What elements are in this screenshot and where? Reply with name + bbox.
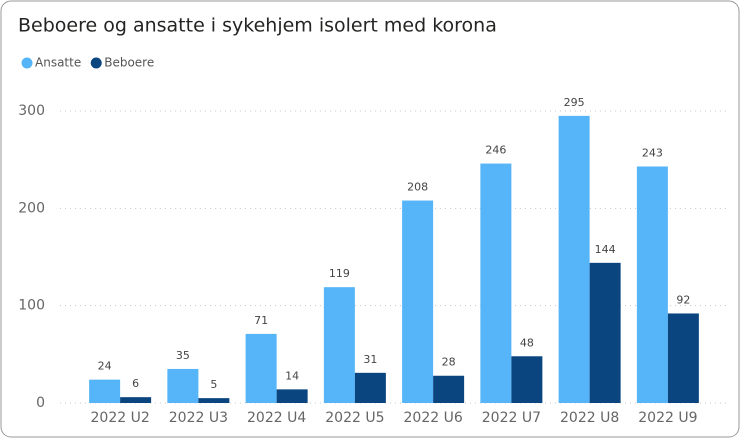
bar xyxy=(511,356,543,403)
bar xyxy=(354,372,386,403)
legend-swatch xyxy=(90,57,102,69)
bar xyxy=(402,200,434,403)
x-tick-label: 2022 U5 xyxy=(325,410,384,426)
bar xyxy=(245,333,277,403)
data-label: 295 xyxy=(564,96,585,109)
chart-title: Beboere og ansatte i sykehjem isolert me… xyxy=(18,15,497,37)
bar xyxy=(667,313,699,403)
bar xyxy=(276,389,308,403)
x-tick-label: 2022 U7 xyxy=(482,410,541,426)
bar xyxy=(558,115,590,403)
y-tick-label: 0 xyxy=(36,395,45,411)
data-label: 119 xyxy=(329,267,350,280)
data-label: 31 xyxy=(363,353,377,366)
bar xyxy=(198,398,230,403)
x-tick-label: 2022 U9 xyxy=(638,410,697,426)
bar xyxy=(323,287,355,403)
x-tick-label: 2022 U8 xyxy=(560,410,619,426)
data-label: 243 xyxy=(642,146,663,159)
data-label: 35 xyxy=(176,349,190,362)
bar xyxy=(120,397,152,403)
y-tick-label: 100 xyxy=(18,298,45,314)
legend-label: Beboere xyxy=(104,56,154,70)
data-label: 6 xyxy=(132,377,139,390)
bar xyxy=(589,262,621,403)
x-tick-label: 2022 U2 xyxy=(91,410,150,426)
bar xyxy=(636,166,668,403)
legend-swatch xyxy=(21,57,33,69)
bar xyxy=(480,163,512,403)
data-label: 144 xyxy=(595,243,616,256)
data-label: 246 xyxy=(485,144,506,157)
y-tick-label: 200 xyxy=(18,200,45,216)
legend-label: Ansatte xyxy=(35,56,81,70)
x-tick-label: 2022 U3 xyxy=(169,410,228,426)
data-label: 71 xyxy=(254,314,268,327)
y-tick-label: 300 xyxy=(18,103,45,119)
x-tick-label: 2022 U6 xyxy=(404,410,463,426)
bar xyxy=(89,379,121,403)
data-label: 28 xyxy=(442,356,456,369)
data-label: 208 xyxy=(407,181,428,194)
bar xyxy=(167,368,199,403)
bar xyxy=(433,375,465,403)
data-label: 48 xyxy=(520,336,534,349)
data-label: 24 xyxy=(98,360,112,373)
data-label: 5 xyxy=(210,378,217,391)
data-label: 14 xyxy=(285,369,299,382)
data-label: 92 xyxy=(676,293,690,306)
x-tick-label: 2022 U4 xyxy=(247,410,306,426)
